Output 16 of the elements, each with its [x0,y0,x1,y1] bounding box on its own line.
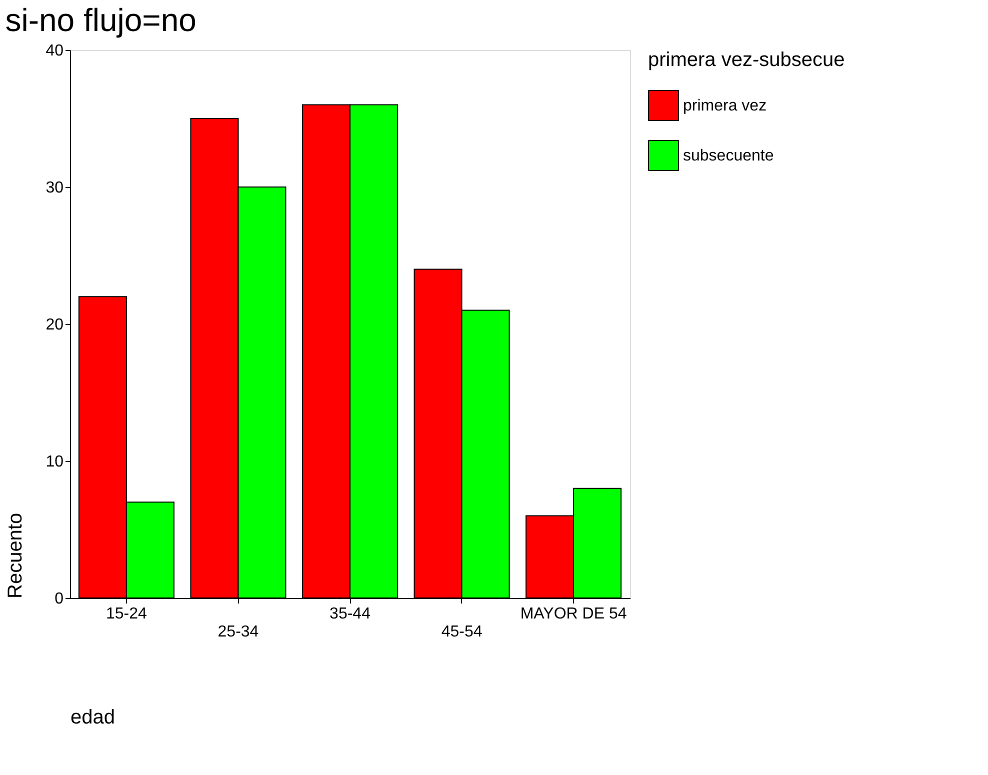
y-tick-label: 40 [46,42,64,60]
x-tick-label: MAYOR DE 54 [520,606,627,622]
x-tick-label: 35-44 [330,606,371,622]
x-tick-label: 25-34 [218,624,259,640]
legend-title: primera vez-subsecue [648,49,845,71]
legend-label: primera vez [683,98,767,114]
chart-title: si-no flujo=no [5,2,196,38]
x-tick-label: 45-54 [441,624,482,640]
legend-label: subsecuente [683,148,774,164]
y-axis-title: Recuento [4,512,27,598]
x-tick-label: 15-24 [106,606,148,622]
y-tick-label: 10 [46,454,64,470]
y-tick-label: 0 [54,590,64,608]
y-tick-label: 20 [46,316,64,334]
y-tick-label: 30 [46,180,64,196]
x-axis-title: edad [70,706,115,728]
